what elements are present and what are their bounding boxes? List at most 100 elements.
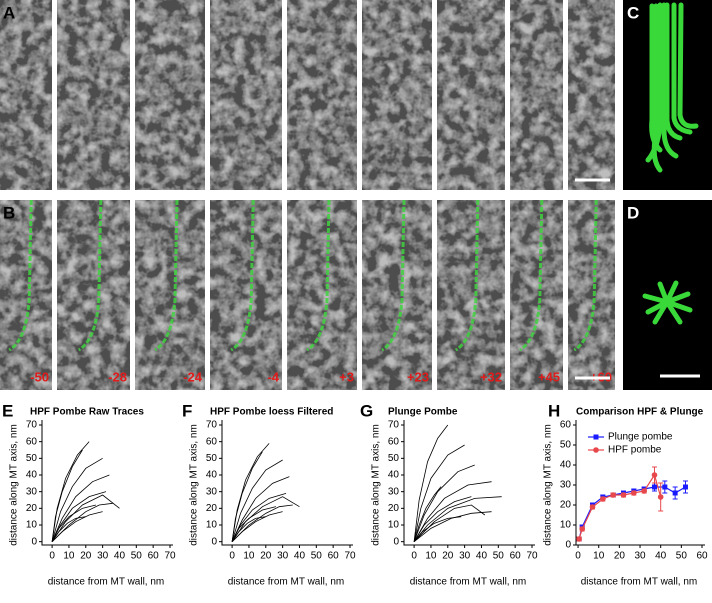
y-tick-label: 30 — [206, 486, 218, 497]
micrograph-area: -50-28-24-4+3+23+32+45+60 — [0, 0, 615, 390]
x-axis-label: distance from MT wall, nm — [410, 577, 527, 588]
micrograph — [210, 0, 282, 190]
chart-title: HPF Pombe loess Filtered — [210, 407, 333, 418]
trace — [51, 457, 103, 542]
y-tick-label: 30 — [26, 486, 38, 497]
marker — [641, 488, 647, 494]
traced-filament — [8, 199, 33, 352]
legend-label: HPF pombe — [608, 445, 662, 456]
y-tick-label: 0 — [211, 536, 217, 547]
marker — [651, 472, 658, 478]
trace — [413, 424, 449, 542]
x-tick-label: 20 — [442, 551, 454, 562]
trace — [231, 451, 263, 542]
y-tick-label: 10 — [206, 520, 218, 531]
chart-title: Comparison HPF & Plunge — [576, 407, 704, 418]
x-tick-label: 30 — [459, 551, 471, 562]
micrograph — [510, 200, 563, 390]
x-tick-label: 60 — [148, 551, 160, 562]
micrograph — [210, 200, 282, 390]
y-axis-label: distance along MT axis, nm — [371, 424, 382, 546]
marker — [631, 490, 637, 496]
panel-label: A — [3, 3, 15, 22]
marker — [610, 492, 616, 498]
y-tick-label: 20 — [206, 503, 218, 514]
x-tick-label: 30 — [97, 551, 109, 562]
trace — [51, 474, 110, 542]
traced-filament — [381, 199, 406, 352]
x-tick-label: 0 — [411, 551, 417, 562]
y-tick-label: 0 — [31, 536, 37, 547]
panel-label: C — [627, 3, 639, 22]
y-tick-label: 60 — [26, 436, 38, 447]
frame-label: +23 — [407, 369, 429, 384]
y-tick-label: 40 — [560, 460, 572, 471]
model-end-view — [623, 200, 712, 390]
y-tick-label: 70 — [388, 420, 400, 431]
micrograph — [437, 200, 505, 390]
micrograph — [0, 0, 52, 190]
marker — [672, 490, 678, 496]
chart-title: HPF Pombe Raw Traces — [30, 407, 144, 418]
trace — [413, 464, 475, 542]
marker — [657, 494, 664, 500]
marker — [589, 504, 596, 510]
x-tick-label: 40 — [114, 551, 126, 562]
marker — [620, 492, 627, 498]
y-tick-label: 40 — [206, 470, 218, 481]
frame-label: -50 — [30, 369, 49, 384]
trace — [231, 504, 293, 542]
x-tick-label: 60 — [328, 551, 340, 562]
y-tick-label: 60 — [560, 420, 572, 431]
y-tick-label: 50 — [388, 453, 400, 464]
micrograph — [135, 200, 205, 390]
frame-label: -24 — [183, 369, 203, 384]
frame-label: -4 — [267, 369, 279, 384]
y-tick-label: 60 — [206, 436, 218, 447]
trace — [413, 504, 486, 542]
axis — [41, 420, 173, 546]
micrograph — [57, 0, 130, 190]
panel-label: H — [548, 401, 560, 420]
x-tick-label: 20 — [260, 551, 272, 562]
trace — [51, 494, 120, 542]
traced-filament — [454, 199, 480, 352]
trace — [231, 459, 283, 542]
marker — [576, 536, 582, 542]
marker — [579, 526, 585, 532]
marker — [600, 496, 606, 502]
y-tick-label: 40 — [388, 470, 400, 481]
x-tick-label: 20 — [614, 551, 626, 562]
x-tick-label: 40 — [655, 551, 667, 562]
x-tick-label: 20 — [80, 551, 92, 562]
y-tick-label: 60 — [388, 436, 400, 447]
micrograph — [0, 200, 52, 390]
trace — [413, 496, 472, 542]
trace — [413, 511, 492, 542]
y-tick-label: 20 — [388, 503, 400, 514]
x-tick-label: 10 — [425, 551, 437, 562]
x-tick-label: 40 — [476, 551, 488, 562]
x-tick-label: 30 — [277, 551, 289, 562]
x-tick-label: 60 — [510, 551, 522, 562]
x-tick-label: 10 — [63, 551, 75, 562]
y-tick-label: 50 — [26, 453, 38, 464]
marker — [651, 484, 657, 490]
y-axis-label: distance along MT axis, nm — [543, 424, 554, 546]
x-tick-label: 10 — [593, 551, 605, 562]
y-tick-label: 20 — [26, 503, 38, 514]
trace — [231, 516, 266, 542]
legend-marker — [593, 434, 599, 440]
x-tick-label: 50 — [311, 551, 323, 562]
micrograph — [362, 200, 432, 390]
frame-label: +45 — [538, 369, 560, 384]
x-tick-label: 10 — [243, 551, 255, 562]
trace — [51, 504, 96, 542]
micrograph — [287, 0, 357, 190]
x-axis-label: distance from MT wall, nm — [48, 577, 165, 588]
x-tick-label: 60 — [696, 551, 708, 562]
x-tick-label: 70 — [164, 551, 176, 562]
micrograph — [568, 0, 615, 190]
trace — [231, 476, 290, 542]
